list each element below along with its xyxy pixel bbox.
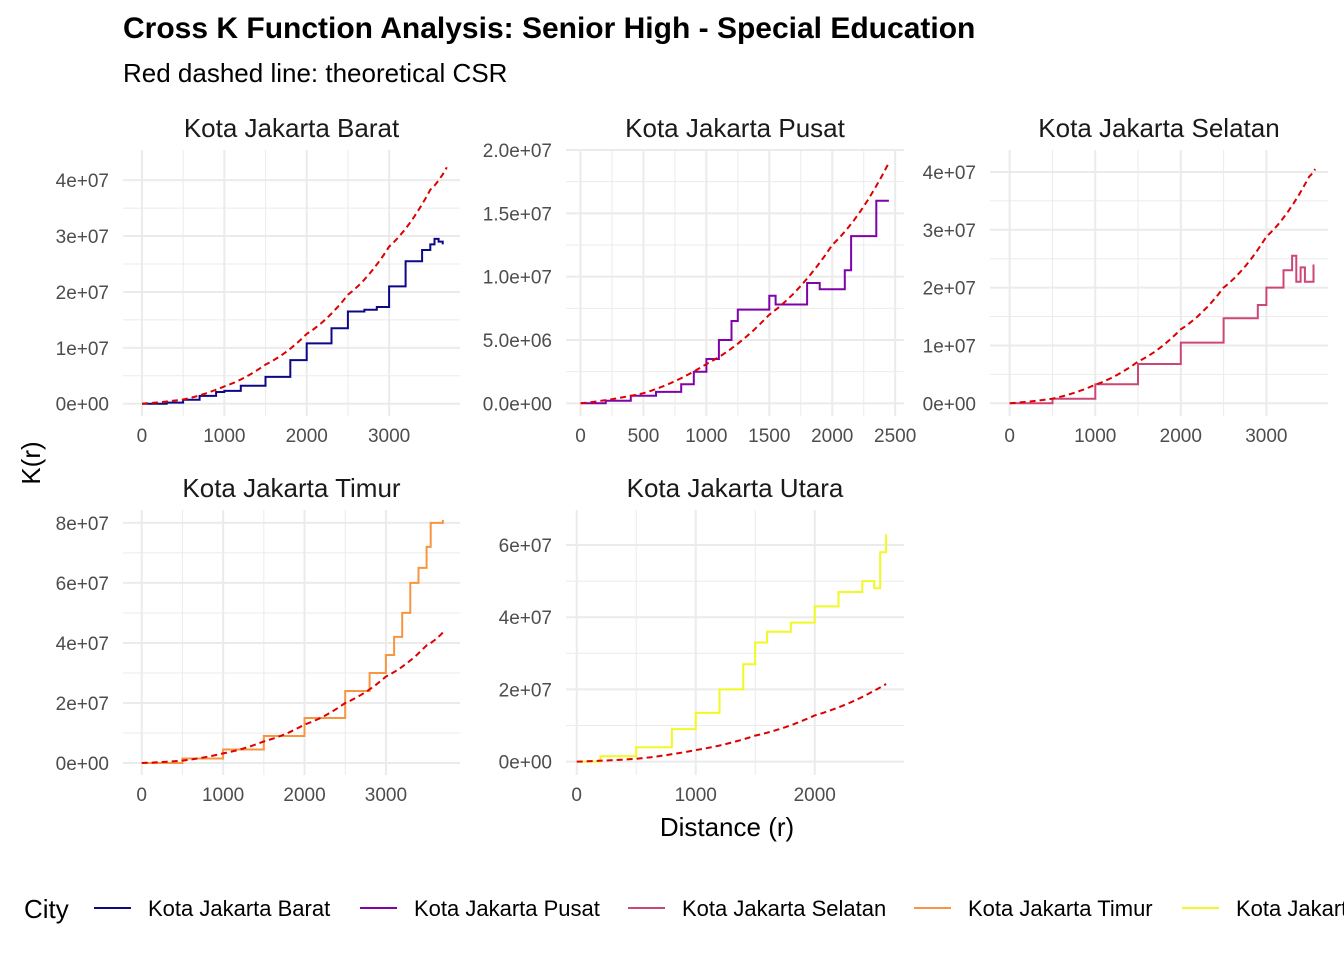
legend-item: Kota Jakarta Barat (94, 896, 330, 921)
x-tick-label: 1000 (675, 785, 717, 806)
y-tick-label: 0e+00 (923, 394, 976, 415)
y-tick-label: 5.0e+06 (483, 331, 552, 352)
facet-panel: 0 1000 2000 3000 0e+00 2e+07 4e+07 6e+07 8e+07 Ko… (56, 473, 460, 806)
csr-theoretical-line (141, 631, 444, 764)
x-tick-label: 1000 (203, 426, 245, 447)
y-tick-label: 2.0e+07 (483, 141, 552, 162)
x-tick-label: 500 (628, 426, 660, 447)
facet-panel: 0 1000 2000 0e+00 2e+07 4e+07 6e+07 Kota Jakart… (499, 473, 904, 806)
observed-k-line (1009, 254, 1315, 405)
x-tick-label: 0 (575, 426, 586, 447)
chart-title: Cross K Function Analysis: Senior High -… (123, 12, 975, 45)
legend-label: Kota Jakarta Pusat (414, 896, 600, 921)
x-tick-label: 3000 (368, 426, 410, 447)
y-tick-label: 6e+07 (499, 536, 552, 557)
y-tick-label: 2e+07 (56, 694, 109, 715)
facet-panel: 0 1000 2000 3000 0e+00 1e+07 2e+07 3e+07 4e+07 Ko… (923, 113, 1328, 447)
x-tick-label: 2000 (283, 785, 325, 806)
x-tick-label: 0 (1004, 426, 1015, 447)
legend-title: City (24, 894, 69, 924)
csr-theoretical-line (1009, 168, 1317, 405)
y-tick-label: 3e+07 (923, 221, 976, 242)
y-tick-label: 3e+07 (56, 227, 109, 248)
y-tick-label: 8e+07 (56, 514, 109, 535)
csr-theoretical-line (580, 162, 890, 405)
panel-title: Kota Jakarta Utara (627, 473, 844, 503)
y-tick-label: 0e+00 (56, 754, 109, 775)
x-tick-label: 1000 (202, 785, 244, 806)
y-tick-label: 1e+07 (56, 339, 109, 360)
x-tick-label: 3000 (1245, 426, 1287, 447)
facet-panel: 0 1000 2000 3000 0e+00 1e+07 2e+07 3e+07 4e+07 Ko… (56, 113, 460, 447)
legend-label: Kota Jakarta Utara (1236, 896, 1344, 921)
legend-item: Kota Jakarta Utara (1182, 896, 1344, 921)
y-axis-label: K(r) (16, 441, 46, 484)
x-tick-label: 2000 (811, 426, 853, 447)
x-tick-label: 1000 (1074, 426, 1116, 447)
observed-k-line (141, 519, 444, 764)
chart-subtitle: Red dashed line: theoretical CSR (123, 58, 507, 88)
panel-title: Kota Jakarta Selatan (1038, 113, 1279, 143)
y-tick-label: 4e+07 (499, 608, 552, 629)
x-tick-label: 0 (136, 785, 147, 806)
y-tick-label: 6e+07 (56, 574, 109, 595)
y-tick-label: 4e+07 (56, 634, 109, 655)
y-tick-label: 1.5e+07 (483, 204, 552, 225)
observed-k-line (580, 199, 889, 405)
panel-title: Kota Jakarta Barat (184, 113, 400, 143)
legend: City Kota Jakarta Barat Kota Jakarta Pusa… (24, 894, 1344, 924)
x-tick-label: 1500 (748, 426, 790, 447)
x-tick-label: 2500 (874, 426, 916, 447)
x-axis-label: Distance (r) (660, 812, 794, 842)
x-tick-label: 0 (137, 426, 148, 447)
legend-item: Kota Jakarta Selatan (628, 896, 886, 921)
y-tick-label: 1e+07 (923, 336, 976, 357)
legend-label: Kota Jakarta Timur (968, 896, 1153, 921)
x-tick-label: 2000 (286, 426, 328, 447)
legend-label: Kota Jakarta Barat (148, 896, 330, 921)
panel-title: Kota Jakarta Timur (182, 473, 401, 503)
legend-item: Kota Jakarta Pusat (360, 896, 600, 921)
facet-panel: 0 500 1000 1500 2000 2500 0.0e+00 5.0e+06 1.0e+0… (483, 113, 917, 447)
y-tick-label: 2e+07 (56, 283, 109, 304)
x-tick-label: 1000 (685, 426, 727, 447)
legend-label: Kota Jakarta Selatan (682, 896, 886, 921)
x-tick-label: 0 (571, 785, 582, 806)
legend-item: Kota Jakarta Timur (914, 896, 1153, 921)
x-tick-label: 2000 (794, 785, 836, 806)
x-tick-label: 3000 (365, 785, 407, 806)
y-tick-label: 1.0e+07 (483, 268, 552, 289)
y-tick-label: 0.0e+00 (483, 394, 552, 415)
y-tick-label: 4e+07 (56, 171, 109, 192)
observed-k-line (576, 534, 888, 763)
y-tick-label: 2e+07 (499, 680, 552, 701)
y-tick-label: 4e+07 (923, 163, 976, 184)
y-tick-label: 2e+07 (923, 279, 976, 300)
csr-theoretical-line (141, 166, 448, 405)
x-tick-label: 2000 (1160, 426, 1202, 447)
observed-k-line (142, 237, 444, 405)
y-tick-label: 0e+00 (56, 395, 109, 416)
csr-theoretical-line (576, 683, 887, 763)
panel-title: Kota Jakarta Pusat (625, 113, 845, 143)
facet-panels: 0 1000 2000 3000 0e+00 1e+07 2e+07 3e+07 4e+07 Ko… (56, 113, 1328, 806)
y-tick-label: 0e+00 (499, 753, 552, 774)
